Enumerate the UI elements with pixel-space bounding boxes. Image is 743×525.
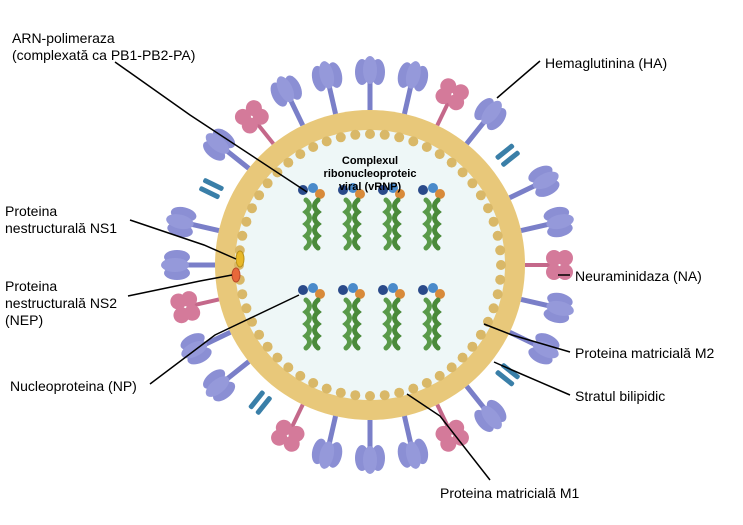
ns2-protein bbox=[232, 268, 240, 282]
label-bilayer: Stratul bilipidic bbox=[575, 388, 665, 405]
label-vrnp: Complexul ribonucleoproteic viral (vRNP) bbox=[295, 155, 445, 195]
label-m1: Proteina matricială M1 bbox=[440, 485, 579, 502]
label-ns1: Proteina nestructurală NS1 bbox=[5, 203, 117, 237]
label-ns2: Proteina nestructurală NS2 (NEP) bbox=[5, 278, 117, 328]
label-hemaglutinina: Hemaglutinina (HA) bbox=[545, 55, 667, 72]
ns1-protein bbox=[236, 251, 244, 267]
label-arn-polimeraza: ARN-polimeraza (complexată ca PB1-PB2-PA… bbox=[12, 30, 195, 64]
label-m2: Proteina matricială M2 bbox=[575, 345, 714, 362]
label-nucleoproteina: Nucleoproteina (NP) bbox=[10, 378, 137, 395]
label-neuraminidaza: Neuraminidaza (NA) bbox=[575, 268, 702, 285]
